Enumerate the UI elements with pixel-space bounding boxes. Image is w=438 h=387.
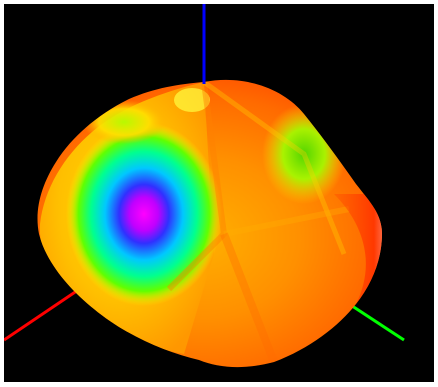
3d-viewport[interactable] — [4, 4, 434, 382]
surface-plot-svg — [4, 4, 405, 368]
surface-body — [37, 79, 382, 368]
surface-depression-highlight — [66, 122, 222, 306]
